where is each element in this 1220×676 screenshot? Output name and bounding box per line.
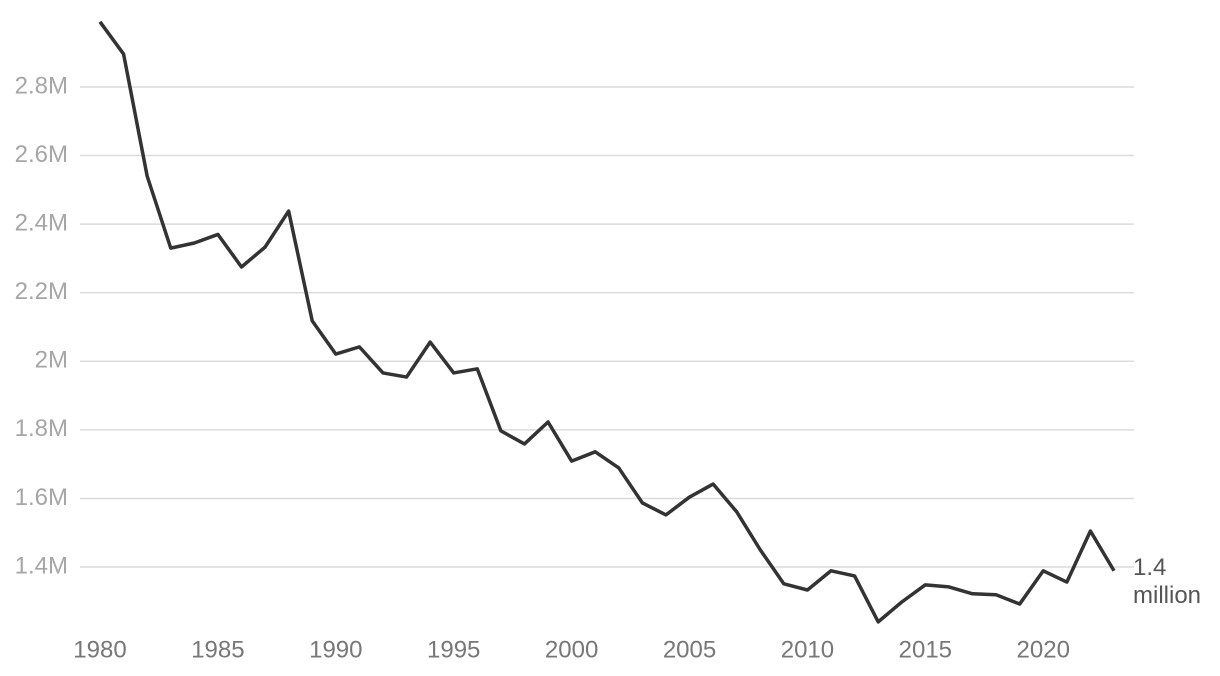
y-tick-label: 2M [35,347,68,374]
y-tick-label: 2.4M [15,209,68,236]
y-tick-label: 2.2M [15,278,68,305]
y-tick-label: 2.8M [15,72,68,99]
x-tick-label: 2000 [545,636,598,663]
end-annotation: 1.4 million [1133,554,1201,609]
y-tick-label: 1.8M [15,415,68,442]
x-tick-label: 2010 [781,636,834,663]
x-tick-label: 1985 [191,636,244,663]
x-tick-label: 1980 [73,636,126,663]
y-tick-label: 1.6M [15,484,68,511]
annotation-line: million [1133,582,1201,609]
x-tick-label: 2015 [899,636,952,663]
x-tick-label: 1990 [309,636,362,663]
x-tick-label: 1995 [427,636,480,663]
data-line [98,20,1116,624]
y-tick-label: 1.4M [15,552,68,579]
x-tick-label: 2020 [1017,636,1070,663]
y-tick-label: 2.6M [15,141,68,168]
x-tick-label: 2005 [663,636,716,663]
annotation-line: 1.4 [1133,554,1166,581]
